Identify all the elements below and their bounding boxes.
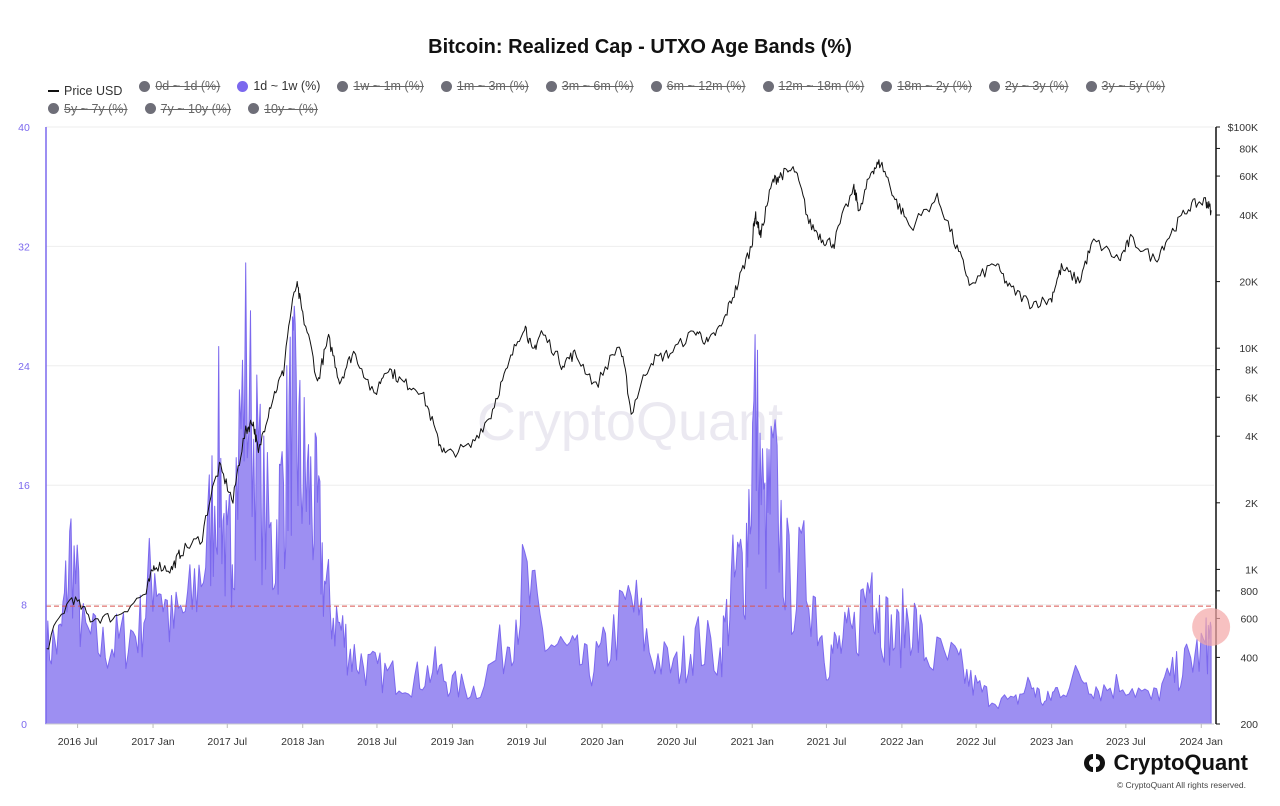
y-right-tick-label: 10K xyxy=(1239,343,1258,355)
y-right-tick-label: 6K xyxy=(1245,392,1258,404)
legend-label: 3y ~ 5y (%) xyxy=(1101,79,1166,93)
cryptoquant-logo-icon xyxy=(1083,754,1105,772)
dot-swatch-icon xyxy=(1085,80,1097,92)
y-right-tick-label: 40K xyxy=(1239,210,1258,222)
legend-item[interactable]: 18m ~ 2y (%) xyxy=(881,78,972,94)
x-tick-label: 2023 Jan xyxy=(1030,736,1073,748)
highlight-marker xyxy=(1192,607,1231,646)
y-left-tick-label: 0 xyxy=(21,719,27,731)
y-right-tick-label: 20K xyxy=(1239,277,1258,289)
y-left-tick-label: 16 xyxy=(18,480,30,492)
y-right-tick-label: 200 xyxy=(1240,719,1258,731)
x-tick-label: 2016 Jul xyxy=(58,736,98,748)
x-tick-label: 2021 Jul xyxy=(807,736,847,748)
legend-item[interactable]: 1m ~ 3m (%) xyxy=(440,78,529,94)
legend-label: 18m ~ 2y (%) xyxy=(897,79,972,93)
x-tick-label: 2017 Jul xyxy=(207,736,247,748)
legend-item[interactable]: 10y ~ (%) xyxy=(248,101,318,117)
dot-swatch-icon xyxy=(762,80,774,92)
legend-label: Price USD xyxy=(64,83,123,98)
axes: 0 8 16 24 32 40 200 400 600 800 1K 2K 4K 6K 8K 10K 20K 40… xyxy=(18,122,1258,748)
dot-swatch-icon xyxy=(144,103,156,115)
y-right-tick-label: 2K xyxy=(1245,498,1258,510)
legend-item[interactable]: 5y ~ 7y (%) xyxy=(48,101,128,117)
legend-label: 1m ~ 3m (%) xyxy=(456,79,529,93)
y-left-tick-label: 8 xyxy=(21,600,27,612)
y-left-tick-label: 40 xyxy=(18,122,30,134)
legend-item[interactable]: 3y ~ 5y (%) xyxy=(1085,78,1166,94)
y-right-tick-label: 600 xyxy=(1240,613,1258,625)
band-area xyxy=(45,262,1212,725)
x-tick-label: 2018 Jul xyxy=(357,736,397,748)
dot-swatch-icon xyxy=(881,80,893,92)
x-tick-label: 2019 Jan xyxy=(431,736,474,748)
y-right-tick-label: 80K xyxy=(1239,143,1258,155)
legend-item[interactable]: 1d ~ 1w (%) xyxy=(237,78,320,94)
band-series-1d-1w xyxy=(45,262,1212,725)
legend-item[interactable]: 6m ~ 12m (%) xyxy=(650,78,746,94)
x-tick-label: 2020 Jan xyxy=(581,736,624,748)
highlight-circle xyxy=(1192,607,1231,646)
price-usd-series xyxy=(45,159,1212,650)
dot-swatch-icon xyxy=(139,80,151,92)
dot-swatch-icon xyxy=(440,80,452,92)
legend-item[interactable]: 1w ~ 1m (%) xyxy=(337,78,424,94)
legend-label: 0d ~ 1d (%) xyxy=(155,79,221,93)
watermark: CryptoQuant xyxy=(477,392,783,452)
y-right-tick-label: 1K xyxy=(1245,564,1258,576)
x-tick-label: 2017 Jan xyxy=(131,736,174,748)
y-right-tick-label: 60K xyxy=(1239,171,1258,183)
dot-swatch-icon xyxy=(337,80,349,92)
legend-label: 3m ~ 6m (%) xyxy=(561,79,634,93)
dot-swatch-icon xyxy=(237,80,249,92)
legend-item[interactable]: Price USD xyxy=(48,83,122,99)
line-swatch-icon xyxy=(48,90,59,92)
legend-item[interactable]: 7y ~ 10y (%) xyxy=(144,101,232,117)
copyright: © CryptoQuant All rights reserved. xyxy=(1116,780,1246,790)
y-right-tick-label: 4K xyxy=(1245,431,1258,443)
x-tick-label: 2020 Jul xyxy=(657,736,697,748)
y-left-tick-label: 24 xyxy=(18,361,30,373)
x-tick-label: 2018 Jan xyxy=(281,736,324,748)
price-line xyxy=(45,159,1212,650)
dot-swatch-icon xyxy=(650,80,662,92)
legend-label: 10y ~ (%) xyxy=(264,101,318,116)
legend-item[interactable]: 12m ~ 18m (%) xyxy=(762,78,865,94)
chart-title: Bitcoin: Realized Cap - UTXO Age Bands (… xyxy=(428,36,852,58)
legend-item[interactable]: 0d ~ 1d (%) xyxy=(139,78,220,94)
brand-name: CryptoQuant xyxy=(1113,750,1248,775)
brand-logo: CryptoQuant xyxy=(1082,750,1248,776)
x-tick-label: 2021 Jan xyxy=(731,736,774,748)
y-right-tick-label: 8K xyxy=(1245,365,1258,377)
x-tick-label: 2023 Jul xyxy=(1106,736,1146,748)
y-right-tick-label: $100K xyxy=(1228,122,1258,134)
legend-label: 2y ~ 3y (%) xyxy=(1004,79,1069,93)
y-right-tick-label: 800 xyxy=(1240,586,1258,598)
legend-label: 1d ~ 1w (%) xyxy=(253,79,321,93)
legend: Price USD 0d ~ 1d (%) 1d ~ 1w (%) 1w ~ 1m (… xyxy=(48,78,1248,119)
legend-label: 5y ~ 7y (%) xyxy=(64,101,128,116)
y-left-tick-label: 32 xyxy=(18,241,30,253)
legend-label: 12m ~ 18m (%) xyxy=(778,79,865,93)
x-tick-label: 2022 Jul xyxy=(956,736,996,748)
legend-label: 6m ~ 12m (%) xyxy=(666,79,746,93)
x-tick-label: 2024 Jan xyxy=(1180,736,1223,748)
legend-label: 1w ~ 1m (%) xyxy=(353,79,424,93)
dot-swatch-icon xyxy=(545,80,557,92)
y-right-tick-label: 400 xyxy=(1240,652,1258,664)
x-tick-label: 2019 Jul xyxy=(507,736,547,748)
dot-swatch-icon xyxy=(988,80,1000,92)
x-tick-label: 2022 Jan xyxy=(880,736,923,748)
dot-swatch-icon xyxy=(48,103,59,115)
legend-item[interactable]: 2y ~ 3y (%) xyxy=(988,78,1069,94)
dot-swatch-icon xyxy=(248,103,260,115)
legend-item[interactable]: 3m ~ 6m (%) xyxy=(545,78,634,94)
legend-label: 7y ~ 10y (%) xyxy=(160,101,232,116)
